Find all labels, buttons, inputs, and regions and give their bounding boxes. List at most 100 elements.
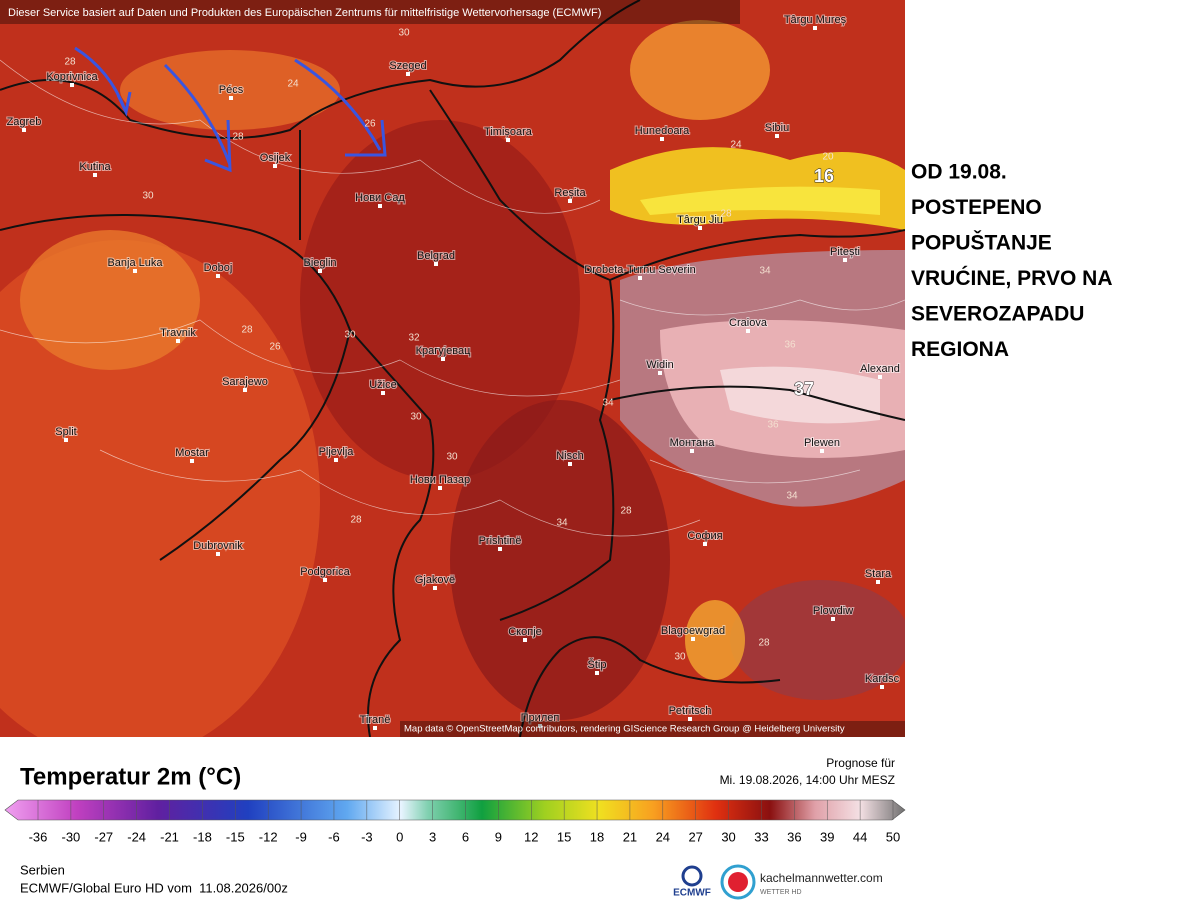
city-dot <box>93 173 97 177</box>
city-label: Bieglin <box>303 257 336 269</box>
city-dot <box>378 204 382 208</box>
attribution-bottom: Map data © OpenStreetMap contributors, r… <box>404 724 845 735</box>
annotation-line: SEVEROZAPADU <box>911 303 1084 326</box>
city-dot <box>523 638 527 642</box>
city-dot <box>880 685 884 689</box>
city-dot <box>323 578 327 582</box>
annotation-line: OD 19.08. <box>911 161 1007 184</box>
arrows <box>74 46 387 173</box>
isotherm-label: 30 <box>344 330 356 341</box>
city-dot <box>568 462 572 466</box>
isotherm-label: 28 <box>720 209 732 220</box>
brand-sub: WETTER HD <box>760 889 802 896</box>
city-dot <box>876 580 880 584</box>
borders <box>0 0 905 737</box>
isotherm-label: 30 <box>142 191 154 202</box>
city-dot <box>22 128 26 132</box>
isotherm-label: 30 <box>674 652 686 663</box>
city-label: Прилеп <box>521 712 560 724</box>
isotherm-label: 36 <box>784 340 796 351</box>
city-dot <box>406 72 410 76</box>
city-dot <box>434 262 438 266</box>
annotation-line: POSTEPENO <box>911 196 1042 219</box>
attribution-top: Dieser Service basiert auf Daten und Pro… <box>8 7 601 19</box>
colorbar-tick-label: -9 <box>295 829 307 844</box>
ecmwf-logo: ECMWF <box>673 888 711 899</box>
colorbar-tick-label: -3 <box>361 829 373 844</box>
colorbar-tick-label: -18 <box>193 829 212 844</box>
colorbar-tick-label: -36 <box>29 829 48 844</box>
city-dot <box>538 724 542 728</box>
annotation-line: REGIONA <box>911 338 1009 361</box>
city-dot <box>373 726 377 730</box>
isotherm-label: 24 <box>730 140 742 151</box>
city-label: Reșita <box>554 187 586 199</box>
city-dot <box>775 134 779 138</box>
city-label: Blagoewgrad <box>661 625 725 637</box>
city-label: Монтана <box>670 437 716 449</box>
city-dot <box>176 339 180 343</box>
city-dot <box>216 274 220 278</box>
isotherm-label: 28 <box>620 506 632 517</box>
isotherm-label: 20 <box>822 152 834 163</box>
city-label: Widin <box>646 359 674 371</box>
city-dot <box>831 617 835 621</box>
city-label: Крагујевац <box>416 345 472 357</box>
city-label: Târgu Jiu <box>677 214 723 226</box>
city-dot <box>691 637 695 641</box>
city-label: Drobeta-Turnu Severin <box>584 264 695 276</box>
city-dot <box>820 449 824 453</box>
isotherm-label: 34 <box>759 266 771 277</box>
city-label: Stara <box>865 568 892 580</box>
city-dot <box>229 96 233 100</box>
city-label: Gjakovë <box>415 574 455 586</box>
city-dot <box>698 226 702 230</box>
city-label: Hunedoara <box>635 125 690 137</box>
city-label: Pljevlja <box>319 446 355 458</box>
city-dot <box>190 459 194 463</box>
city-label: Zagreb <box>7 116 42 128</box>
city-label: Osijek <box>260 152 291 164</box>
isotherm-label: 34 <box>786 491 798 502</box>
isotherm-label: 26 <box>269 342 281 353</box>
city-label: Podgorica <box>300 566 350 578</box>
isotherm-label: 36 <box>767 420 779 431</box>
highlight-label: 16 <box>814 166 834 186</box>
city-label: Alexand <box>860 363 900 375</box>
city-dot <box>843 258 847 262</box>
colorbar-tick-label: 36 <box>787 829 801 844</box>
colorbar-tick-label: -15 <box>226 829 245 844</box>
annotation-line: POPUŠTANJE <box>911 231 1052 255</box>
city-dot <box>638 276 642 280</box>
city-label: Tiranë <box>360 714 391 726</box>
city-label: Koprivnica <box>46 71 98 83</box>
city-label: Štip <box>588 658 607 671</box>
city-dot <box>64 438 68 442</box>
forecast-label: Prognose für <box>826 756 895 770</box>
colorbar-tick-label: -12 <box>259 829 278 844</box>
isotherm-label: 28 <box>241 325 253 336</box>
colorbar-tick-label: 30 <box>721 829 735 844</box>
city-label: Doboj <box>204 262 233 274</box>
city-dot <box>498 547 502 551</box>
annotation-line: VRUĆINE, PRVO NA <box>911 266 1112 290</box>
colorbar-tick-label: 24 <box>656 829 670 844</box>
city-dot <box>658 371 662 375</box>
city-dot <box>813 26 817 30</box>
ecmwf-icon <box>681 865 703 887</box>
city-dot <box>506 138 510 142</box>
city-label: Nisch <box>556 450 584 462</box>
isotherm-label: 30 <box>398 28 410 39</box>
city-dot <box>660 137 664 141</box>
isotherm-label: 28 <box>64 57 76 68</box>
city-dot <box>688 717 692 721</box>
city-label: Mostar <box>175 447 209 459</box>
isotherm-label: 34 <box>556 518 568 529</box>
colorbar-tick-label: 9 <box>495 829 502 844</box>
city-label: Pécs <box>219 84 244 96</box>
forecast-time: Mi. 19.08.2026, 14:00 Uhr MESZ <box>720 773 895 787</box>
map: Koprivnica Pécs Szeged Zagreb Osijek Timișoar… <box>0 0 905 737</box>
city-label: София <box>687 530 722 542</box>
footer-region: Serbien <box>20 862 65 877</box>
city-dot <box>690 449 694 453</box>
